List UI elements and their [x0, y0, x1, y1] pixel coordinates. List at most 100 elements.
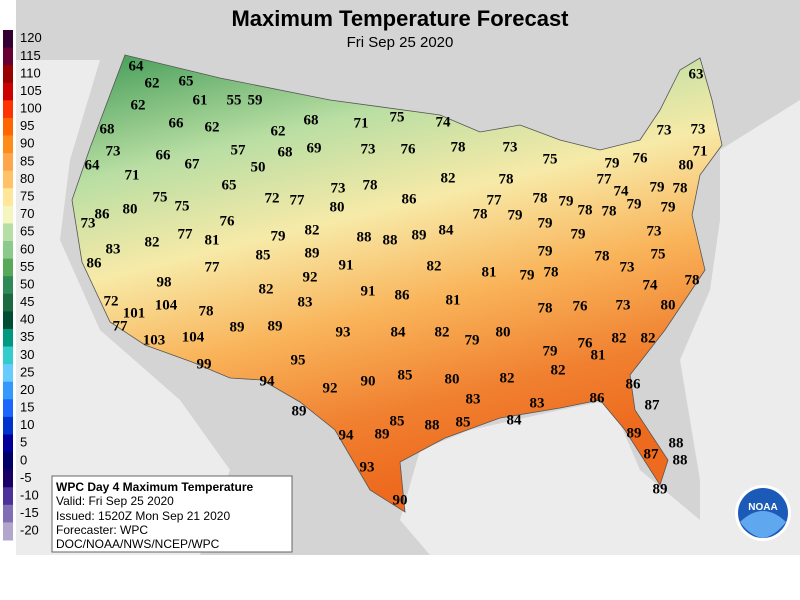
- station-temperature: 84: [391, 324, 407, 340]
- station-temperature: 88: [357, 229, 372, 245]
- legend-label: -5: [20, 470, 32, 485]
- station-temperature: 79: [465, 332, 480, 348]
- info-line: Forecaster: WPC: [56, 523, 148, 537]
- station-temperature: 93: [336, 324, 351, 340]
- legend-label: 0: [20, 452, 27, 467]
- station-temperature: 76: [633, 150, 649, 166]
- station-temperature: 82: [551, 362, 566, 378]
- station-temperature: 66: [169, 115, 185, 131]
- station-temperature: 68: [278, 144, 293, 160]
- station-temperature: 88: [669, 435, 684, 451]
- station-temperature: 62: [145, 75, 160, 91]
- legend-label: 120: [20, 30, 42, 45]
- station-temperature: 79: [650, 179, 665, 195]
- logo-text: NOAA: [748, 502, 777, 513]
- station-temperature: 101: [123, 305, 146, 321]
- station-temperature: 76: [578, 335, 594, 351]
- legend-label: 115: [20, 48, 41, 63]
- legend-swatch: [3, 311, 13, 330]
- station-temperature: 85: [398, 367, 413, 383]
- legend-swatch: [3, 223, 13, 242]
- station-temperature: 87: [644, 446, 660, 462]
- logo-wave: [740, 511, 786, 538]
- legend-label: -20: [20, 523, 39, 538]
- station-temperature: 81: [205, 232, 220, 248]
- station-temperature: 85: [456, 414, 471, 430]
- station-temperature: 78: [578, 202, 593, 218]
- station-temperature: 64: [85, 157, 101, 173]
- station-temperature: 75: [153, 189, 168, 205]
- station-temperature: 57: [231, 142, 247, 158]
- station-temperature: 92: [323, 380, 338, 396]
- station-temperature: 72: [104, 293, 119, 309]
- legend-swatch: [3, 487, 13, 506]
- station-temperature: 79: [571, 226, 586, 242]
- station-temperature: 82: [641, 330, 656, 346]
- legend-label: 45: [20, 294, 34, 309]
- station-temperature: 82: [427, 258, 442, 274]
- us-temperature-field: [71, 54, 723, 513]
- station-temperature: 85: [390, 413, 405, 429]
- station-temperature: 92: [303, 269, 318, 285]
- legend-label: 10: [20, 417, 34, 432]
- station-temperature: 77: [487, 192, 503, 208]
- station-temperature: 79: [559, 193, 574, 209]
- station-temperature: 68: [304, 112, 319, 128]
- station-temperature: 79: [271, 228, 286, 244]
- legend-label: 95: [20, 118, 34, 133]
- station-temperature: 74: [614, 183, 630, 199]
- legend-swatch: [3, 504, 13, 523]
- station-temperature: 82: [145, 234, 160, 250]
- station-temperature: 80: [496, 324, 511, 340]
- station-temperature: 86: [590, 390, 606, 406]
- station-temperature: 82: [259, 281, 274, 297]
- legend-swatch: [3, 170, 13, 189]
- legend-swatch: [3, 381, 13, 400]
- station-temperature: 73: [503, 139, 518, 155]
- station-temperature: 67: [185, 156, 201, 172]
- station-temperature: 71: [354, 115, 369, 131]
- station-temperature: 94: [260, 373, 276, 389]
- station-temperature: 78: [595, 248, 610, 264]
- station-temperature: 88: [425, 417, 440, 433]
- legend-label: 110: [20, 65, 41, 80]
- station-temperature: 88: [673, 452, 688, 468]
- station-temperature: 78: [199, 303, 214, 319]
- station-temperature: 80: [679, 157, 694, 173]
- station-temperature: 69: [307, 140, 322, 156]
- gulf-ocean: [400, 400, 700, 555]
- station-temperature: 80: [330, 199, 345, 215]
- station-temperature: 103: [143, 332, 166, 348]
- legend-swatch: [3, 399, 13, 418]
- info-line: Issued: 1520Z Mon Sep 21 2020: [56, 509, 230, 523]
- station-temperature: 79: [508, 207, 523, 223]
- station-temperature: 73: [691, 121, 706, 137]
- legend-swatch: [3, 364, 13, 383]
- map-subtitle: Fri Sep 25 2020: [347, 34, 454, 51]
- station-temperature: 68: [100, 121, 115, 137]
- station-temperature: 87: [645, 397, 661, 413]
- info-box: [51, 475, 293, 553]
- station-temperature: 82: [441, 170, 456, 186]
- station-temperature: 89: [412, 227, 427, 243]
- station-temperature: 83: [298, 294, 313, 310]
- station-temperature: 65: [179, 73, 194, 89]
- station-temperature: 61: [193, 92, 208, 108]
- station-temperature: 91: [339, 257, 354, 273]
- station-temperature: 79: [605, 155, 620, 171]
- station-temperature: 78: [363, 177, 378, 193]
- station-temperature: 83: [530, 395, 545, 411]
- legend-swatch: [3, 153, 13, 172]
- station-temperature: 73: [331, 180, 346, 196]
- station-temperature: 73: [657, 122, 672, 138]
- station-temperature: 73: [361, 141, 376, 157]
- legend-label: 50: [20, 276, 34, 291]
- legend-label: 100: [20, 101, 42, 116]
- station-temperature: 79: [661, 199, 676, 215]
- legend-label: 75: [20, 189, 34, 204]
- map-title: Maximum Temperature Forecast: [231, 6, 569, 31]
- legend-swatch: [3, 469, 13, 488]
- station-temperature: 72: [265, 190, 280, 206]
- legend-swatch: [3, 65, 13, 84]
